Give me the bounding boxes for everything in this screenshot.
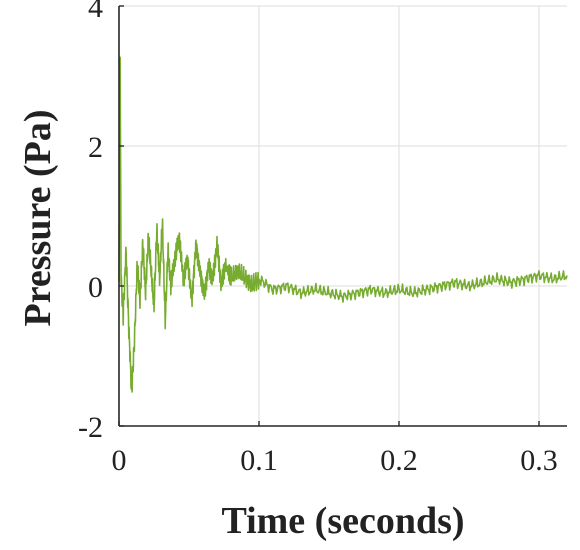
grid: [118, 5, 567, 427]
x-tick-label-0: 0: [112, 444, 127, 477]
x-tick-label-3: 0.3: [520, 444, 558, 477]
y-tick-label-3: 4: [88, 0, 103, 24]
y-tick-label-0: -2: [78, 411, 103, 444]
y-tick-label-1: 0: [88, 271, 103, 304]
series-layer: [118, 56, 568, 393]
ticks: 0 0.1 0.2 0.3 -2 0 2 4: [78, 0, 558, 477]
y-tick-label-2: 2: [88, 131, 103, 164]
x-axis-label: Time (seconds): [221, 500, 464, 542]
x-tick-label-2: 0.2: [380, 444, 418, 477]
series-line-0: [118, 56, 568, 393]
axes-frame: [118, 6, 567, 427]
x-tick-label-1: 0.1: [240, 444, 278, 477]
y-axis-label: Pressure (Pa): [17, 109, 59, 326]
